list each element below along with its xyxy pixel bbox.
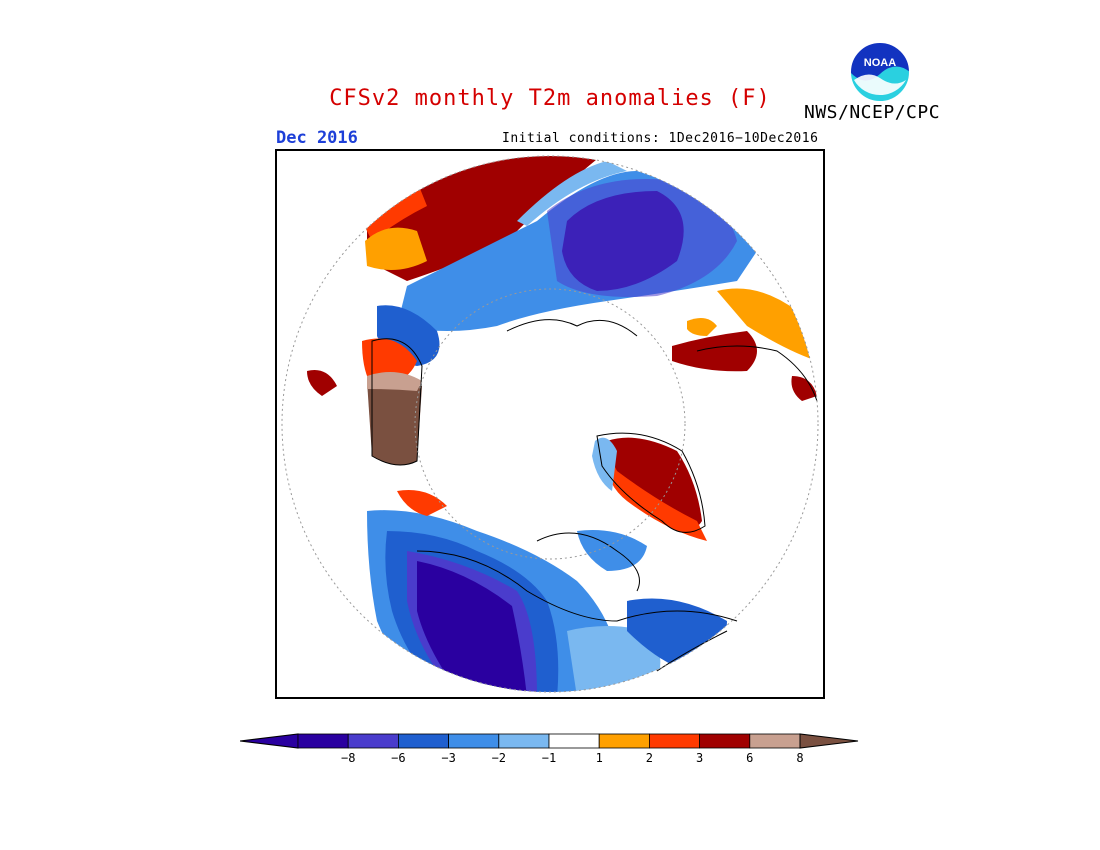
anomaly-region-east-small-red — [791, 376, 817, 401]
anomaly-region-west-brown — [367, 381, 422, 465]
colorbar-high-arrow — [799, 733, 859, 749]
anomaly-field — [307, 156, 817, 692]
anomaly-region-north-lightblue — [517, 161, 627, 226]
colorbar-tick-label: −2 — [492, 751, 506, 765]
colorbar-low-arrow — [239, 733, 299, 749]
colorbar-tick-label: 1 — [596, 751, 603, 765]
noaa-logo-text: NOAA — [864, 57, 896, 69]
anomaly-region-cold-ring — [547, 179, 737, 297]
anomaly-region-siberia-orange2 — [365, 227, 427, 270]
anomaly-region-east-orange — [717, 288, 817, 361]
anomaly-region-east-red — [672, 331, 757, 372]
colorbar-tick-label: 6 — [746, 751, 753, 765]
colorbar-tick-label: −3 — [441, 751, 455, 765]
agency-label: NWS/NCEP/CPC — [804, 102, 941, 123]
colorbar-bin — [648, 733, 700, 749]
anomaly-region-na-deep — [417, 561, 527, 692]
anomaly-region-siberia-orange — [357, 181, 427, 241]
anomaly-region-west-dark — [307, 370, 337, 396]
colorbar-bin — [548, 733, 600, 749]
colorbar-tick-label: −6 — [391, 751, 405, 765]
forecast-month: Dec 2016 — [276, 128, 358, 148]
anomaly-region-east-orange2 — [687, 317, 717, 336]
colorbar-bin — [297, 733, 349, 749]
colorbar-svg: −8 −6 −3 −2 −1 1 2 3 6 8 — [239, 733, 859, 765]
colorbar-bin — [347, 733, 399, 749]
coastlines — [371, 319, 818, 672]
colorbar-bin — [699, 733, 751, 749]
colorbar-tick-label: 3 — [696, 751, 703, 765]
colorbar-tick-label: −8 — [341, 751, 355, 765]
colorbar-bin — [749, 733, 801, 749]
initial-conditions: Initial conditions: 1Dec2016−10Dec2016 — [502, 131, 819, 146]
colorbar-bin — [598, 733, 650, 749]
polar-map — [275, 149, 825, 699]
colorbar-bin — [397, 733, 449, 749]
anomaly-region-greenland-orange — [606, 451, 707, 541]
anomaly-region-alaska-red — [397, 490, 447, 516]
colorbar-bin — [498, 733, 550, 749]
noaa-logo-icon: NOAA — [848, 40, 912, 104]
chart-title: CFSv2 monthly T2m anomalies (F) — [329, 86, 771, 111]
anomaly-region-greenland-red — [607, 437, 702, 533]
colorbar-tick-label: 2 — [646, 751, 653, 765]
colorbar-tick-label: −1 — [542, 751, 556, 765]
graticule — [281, 155, 819, 693]
colorbar-bin — [448, 733, 500, 749]
colorbar: −8 −6 −3 −2 −1 1 2 3 6 8 — [239, 732, 860, 772]
anomaly-region-west-tan — [367, 372, 422, 391]
colorbar-tick-label: 8 — [796, 751, 803, 765]
